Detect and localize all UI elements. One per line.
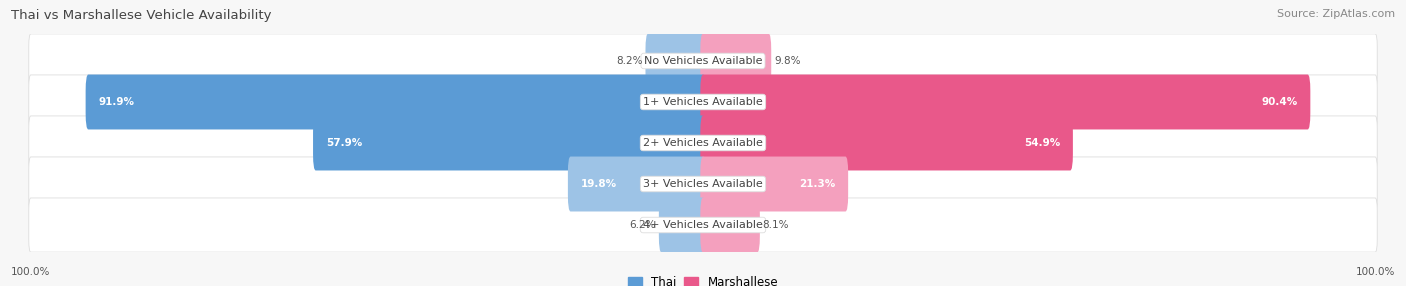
FancyBboxPatch shape xyxy=(28,75,1378,129)
Text: 8.1%: 8.1% xyxy=(762,220,789,230)
FancyBboxPatch shape xyxy=(86,75,706,130)
Text: No Vehicles Available: No Vehicles Available xyxy=(644,56,762,66)
FancyBboxPatch shape xyxy=(700,198,759,253)
FancyBboxPatch shape xyxy=(659,198,706,253)
Text: 1+ Vehicles Available: 1+ Vehicles Available xyxy=(643,97,763,107)
Text: 4+ Vehicles Available: 4+ Vehicles Available xyxy=(643,220,763,230)
Text: 21.3%: 21.3% xyxy=(799,179,835,189)
Text: 91.9%: 91.9% xyxy=(98,97,135,107)
Text: 2+ Vehicles Available: 2+ Vehicles Available xyxy=(643,138,763,148)
Text: Thai vs Marshallese Vehicle Availability: Thai vs Marshallese Vehicle Availability xyxy=(11,9,271,21)
FancyBboxPatch shape xyxy=(700,33,772,88)
FancyBboxPatch shape xyxy=(314,116,706,170)
FancyBboxPatch shape xyxy=(700,116,1073,170)
Legend: Thai, Marshallese: Thai, Marshallese xyxy=(623,271,783,286)
Text: 9.8%: 9.8% xyxy=(773,56,800,66)
Text: 54.9%: 54.9% xyxy=(1024,138,1060,148)
FancyBboxPatch shape xyxy=(28,34,1378,88)
FancyBboxPatch shape xyxy=(28,157,1378,211)
FancyBboxPatch shape xyxy=(700,75,1310,130)
FancyBboxPatch shape xyxy=(645,33,706,88)
Text: 90.4%: 90.4% xyxy=(1261,97,1298,107)
Text: 100.0%: 100.0% xyxy=(1355,267,1395,277)
FancyBboxPatch shape xyxy=(28,198,1378,252)
Text: 57.9%: 57.9% xyxy=(326,138,361,148)
FancyBboxPatch shape xyxy=(568,156,706,211)
Text: 8.2%: 8.2% xyxy=(616,56,643,66)
FancyBboxPatch shape xyxy=(28,116,1378,170)
Text: 19.8%: 19.8% xyxy=(581,179,617,189)
Text: Source: ZipAtlas.com: Source: ZipAtlas.com xyxy=(1277,9,1395,19)
Text: 100.0%: 100.0% xyxy=(11,267,51,277)
Text: 6.2%: 6.2% xyxy=(630,220,657,230)
FancyBboxPatch shape xyxy=(700,156,848,211)
Text: 3+ Vehicles Available: 3+ Vehicles Available xyxy=(643,179,763,189)
